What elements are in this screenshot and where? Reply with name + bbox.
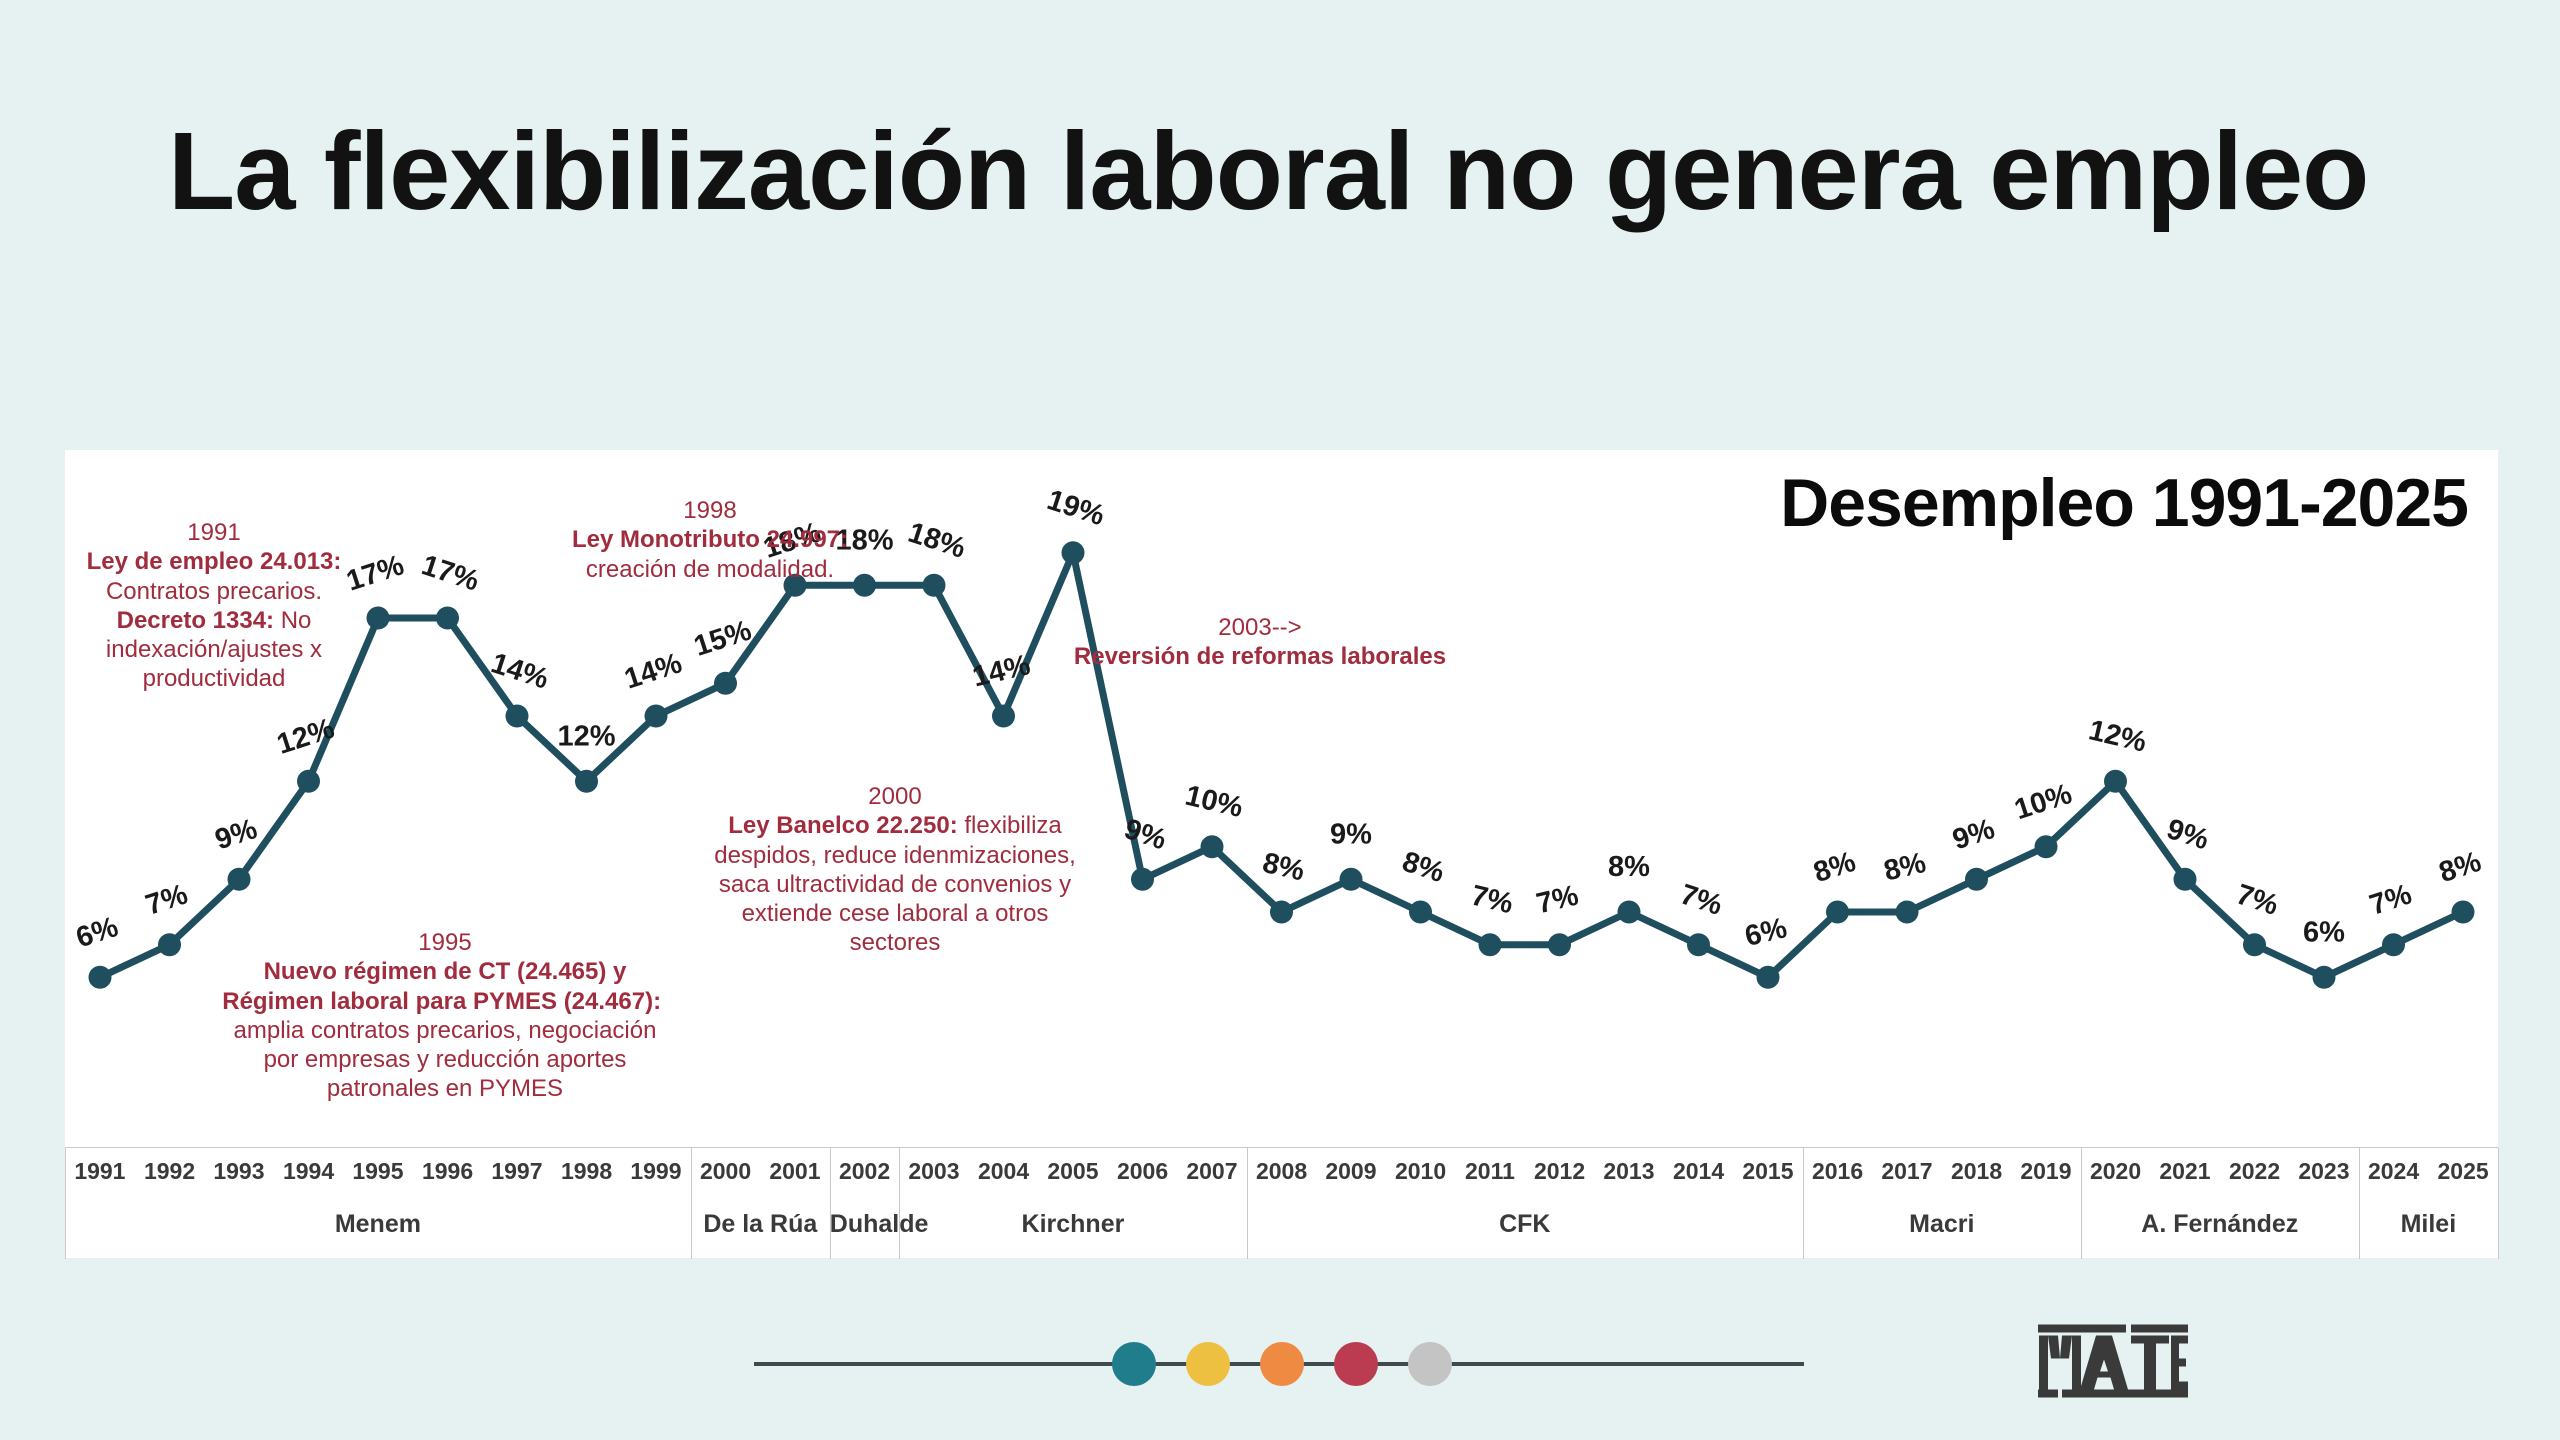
svg-text:14%: 14% [970, 649, 1034, 693]
svg-text:7%: 7% [1676, 878, 1726, 921]
svg-text:19%: 19% [1043, 484, 1108, 532]
svg-text:8%: 8% [1608, 851, 1650, 883]
svg-text:8%: 8% [1398, 846, 1448, 889]
svg-text:6%: 6% [1742, 912, 1790, 953]
svg-text:9%: 9% [1949, 813, 1999, 856]
svg-text:9%: 9% [2163, 813, 2213, 856]
svg-text:8%: 8% [1881, 847, 1929, 888]
svg-text:12%: 12% [273, 712, 338, 760]
svg-text:6%: 6% [72, 911, 122, 954]
svg-text:12%: 12% [2086, 714, 2150, 758]
svg-text:12%: 12% [557, 720, 615, 752]
svg-text:8%: 8% [1810, 846, 1860, 889]
svg-text:17%: 17% [343, 549, 408, 597]
svg-text:10%: 10% [1182, 780, 1246, 824]
svg-text:7%: 7% [2366, 878, 2416, 921]
svg-text:7%: 7% [142, 878, 192, 921]
svg-text:8%: 8% [2435, 846, 2485, 889]
svg-text:10%: 10% [2011, 778, 2076, 826]
svg-text:9%: 9% [1120, 813, 1170, 856]
svg-text:7%: 7% [1468, 880, 1516, 921]
svg-text:7%: 7% [1533, 880, 1581, 921]
svg-text:9%: 9% [1330, 818, 1372, 850]
svg-text:8%: 8% [1259, 847, 1307, 888]
svg-text:7%: 7% [2232, 878, 2282, 921]
svg-text:17%: 17% [418, 549, 483, 597]
svg-text:14%: 14% [621, 647, 686, 695]
svg-text:6%: 6% [2303, 916, 2345, 948]
svg-text:9%: 9% [211, 813, 261, 856]
svg-text:18%: 18% [904, 517, 969, 565]
